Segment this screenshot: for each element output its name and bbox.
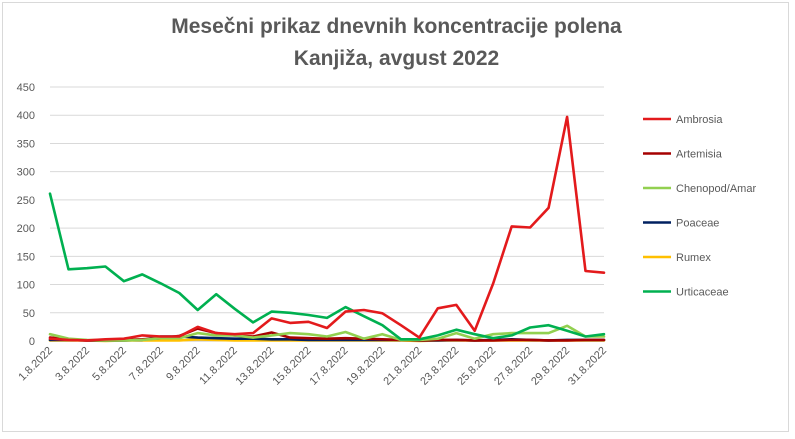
legend-entry: Rumex — [676, 252, 711, 264]
y-tick-label: 300 — [17, 167, 35, 179]
y-tick-label: 400 — [17, 110, 35, 122]
y-axis-tick-labels: 0 50 100 150 200 250 300 350 400 450 — [17, 82, 35, 348]
gridlines — [50, 86, 604, 314]
chart-title-line-1: Mesečni prikaz dnevnih koncentracije pol… — [171, 15, 622, 38]
x-tick-label: 31.8.2022 — [566, 345, 609, 388]
y-tick-label: 250 — [17, 195, 35, 207]
series-lines — [48, 115, 606, 343]
legend-entry: Ambrosia — [676, 114, 723, 126]
x-tick-label: 19.8.2022 — [344, 345, 387, 388]
line-chart: 0 50 100 150 200 250 300 350 400 450 1.8.20223.8.… — [16, 82, 756, 388]
series-line-urticaceae — [48, 192, 606, 341]
chart-title-line-2: Kanjiža, avgust 2022 — [293, 47, 500, 70]
legend-entry: Urticaceae — [676, 287, 729, 299]
y-tick-label: 0 — [29, 336, 35, 348]
x-tick-label: 27.8.2022 — [492, 345, 535, 388]
y-tick-label: 100 — [17, 280, 35, 292]
y-tick-label: 350 — [17, 138, 35, 150]
x-tick-label: 7.8.2022 — [127, 345, 166, 384]
legend: Ambrosia Artemisia Chenopod/Amar Poaceae Rum… — [643, 114, 756, 299]
y-tick-label: 50 — [23, 308, 35, 320]
x-tick-label: 3.8.2022 — [53, 345, 92, 384]
y-tick-label: 200 — [17, 223, 35, 235]
x-axis-tick-labels: 1.8.20223.8.20225.8.20227.8.20229.8.2022… — [16, 345, 609, 388]
x-tick-label: 21.8.2022 — [381, 345, 424, 388]
x-tick-label: 5.8.2022 — [90, 345, 129, 384]
x-tick-label: 23.8.2022 — [418, 345, 461, 388]
legend-entry: Artemisia — [676, 149, 723, 161]
legend-entry: Chenopod/Amar — [676, 183, 756, 195]
y-tick-label: 450 — [17, 82, 35, 94]
x-tick-label: 25.8.2022 — [455, 345, 498, 388]
x-tick-label: 1.8.2022 — [16, 345, 55, 384]
series-line-ambrosia — [48, 115, 606, 342]
legend-entry: Poaceae — [676, 218, 719, 230]
series-line-chenopod-amar — [48, 324, 606, 342]
x-tick-label: 13.8.2022 — [234, 345, 277, 388]
x-tick-label: 11.8.2022 — [197, 345, 240, 388]
x-tick-label: 15.8.2022 — [271, 345, 314, 388]
x-tick-label: 17.8.2022 — [307, 345, 350, 388]
chart-frame: Mesečni prikaz dnevnih koncentracije pol… — [2, 2, 789, 432]
x-tick-label: 29.8.2022 — [529, 345, 572, 388]
y-tick-label: 150 — [17, 251, 35, 263]
